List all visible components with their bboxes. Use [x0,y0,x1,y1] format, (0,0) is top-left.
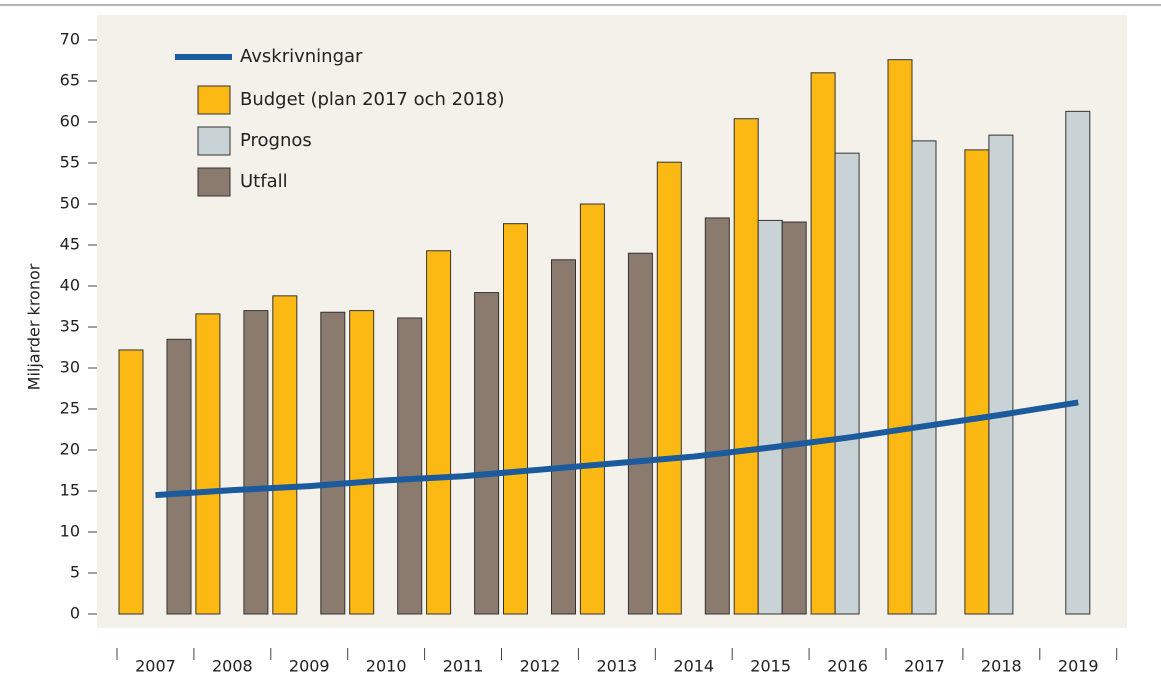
bar [272,295,298,615]
bar [426,250,452,615]
y-tick-label: 60 [60,112,80,131]
x-tick-label: 2011 [443,657,484,676]
bar [964,149,990,615]
y-tick-label: 15 [60,481,80,500]
legend-label: Avskrivningar [240,46,363,67]
x-tick-label: 2019 [1058,657,1099,676]
line [155,399,1079,499]
legend-swatch [197,126,231,156]
legend-label: Utfall [240,171,288,192]
bar [988,134,1014,615]
bar [781,221,807,615]
bar [474,292,500,615]
x-tick-label: 2007 [135,657,176,676]
bar [1065,110,1091,615]
y-tick-label: 25 [60,399,80,418]
legend-swatch [197,167,231,197]
y-tick-label: 50 [60,194,80,213]
y-tick-label: 70 [60,30,80,49]
plot-area [97,15,1127,628]
bar [195,313,221,615]
x-tick-label: 2010 [366,657,407,676]
y-tick-label: 40 [60,276,80,295]
bar [911,140,937,615]
bar [810,72,836,615]
bar [349,310,375,615]
x-tick-label: 2017 [904,657,945,676]
legend-label: Budget (plan 2017 och 2018) [240,89,504,110]
y-tick-label: 0 [70,604,80,623]
x-tick-label: 2008 [212,657,253,676]
bar [551,259,576,615]
bar [166,338,192,615]
x-tick-label: 2018 [981,657,1022,676]
x-tick-label: 2015 [750,657,791,676]
legend-label: Prognos [240,130,312,151]
bar [757,219,783,615]
bar [704,217,730,615]
bar [834,152,860,615]
y-tick-label: 35 [60,317,80,336]
legend-swatch [197,85,231,115]
bar [118,349,144,615]
x-tick-label: 2009 [289,657,330,676]
x-tick-label: 2014 [673,657,714,676]
bar [243,310,269,615]
y-tick-label: 45 [60,235,80,254]
bar [397,317,423,615]
x-tick-label: 2016 [827,657,868,676]
bar [733,118,759,615]
y-tick-label: 55 [60,153,80,172]
bar [627,252,653,615]
x-tick-label: 2013 [596,657,637,676]
y-axis-label: Miljarder kronor [25,263,44,390]
y-tick-label: 10 [60,522,80,541]
y-tick-label: 5 [70,563,80,582]
x-tick-label: 2012 [520,657,561,676]
bar [503,223,528,615]
bar [579,203,605,615]
bar [320,311,346,615]
bar [887,59,913,615]
y-tick-label: 30 [60,358,80,377]
y-tick-label: 65 [60,71,80,90]
y-tick-label: 20 [60,440,80,459]
bar [656,161,682,615]
